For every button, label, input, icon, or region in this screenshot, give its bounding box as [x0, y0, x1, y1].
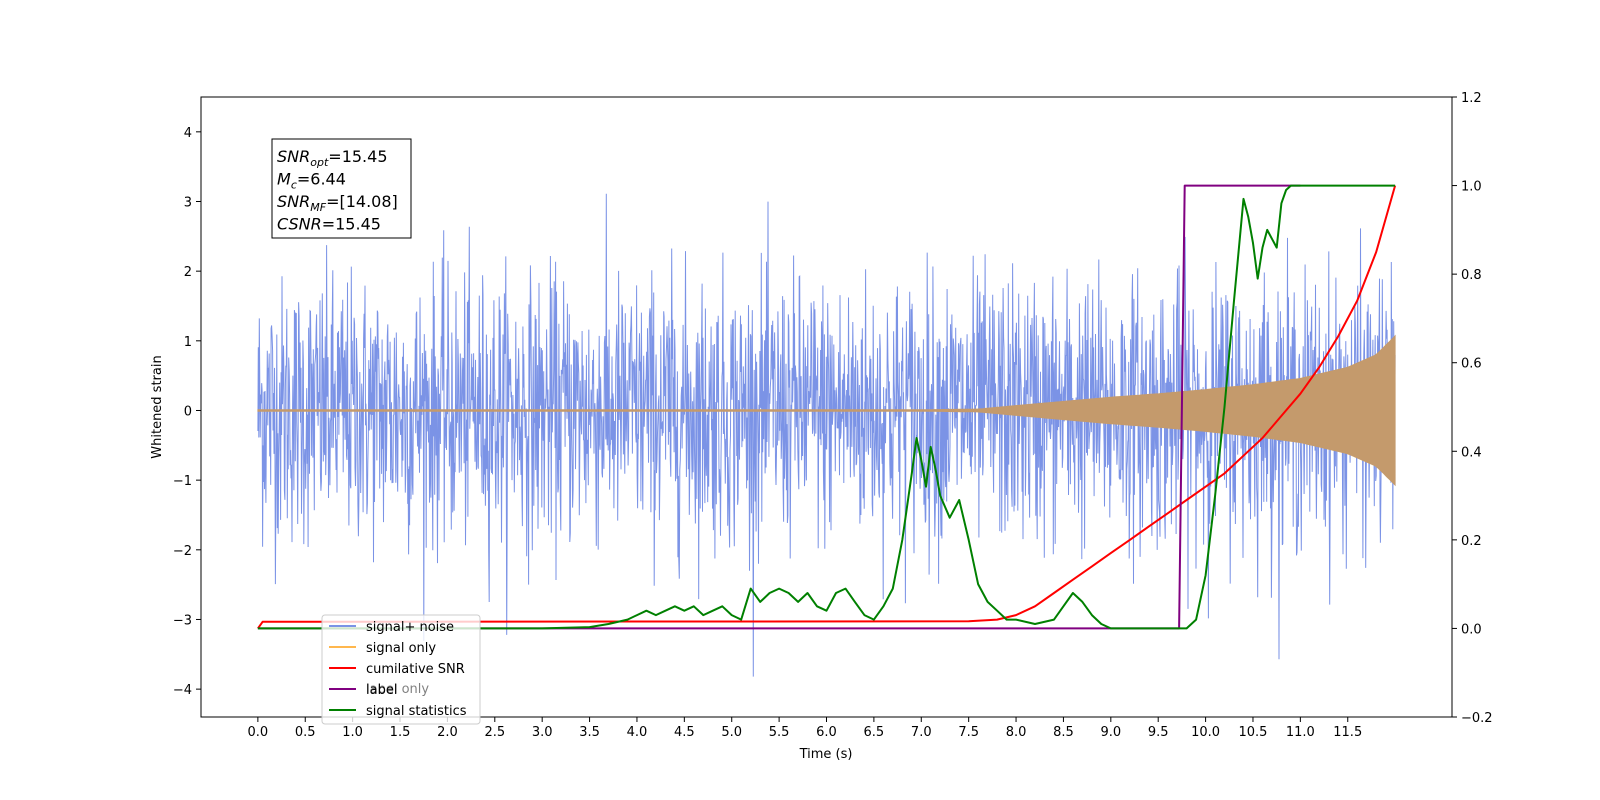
x-tick-label: 3.5 — [579, 725, 600, 740]
series-layer — [257, 184, 1397, 677]
info-box-line: SNRopt=15.45 — [277, 147, 388, 169]
y-left-tick-label: −2 — [173, 544, 192, 559]
x-tick-label: 4.0 — [627, 725, 648, 740]
x-tick-label: 0.5 — [295, 725, 316, 740]
x-tick-label: 10.5 — [1239, 725, 1268, 740]
x-tick-label: 4.5 — [674, 725, 695, 740]
y-right-tick-label: 0.0 — [1461, 622, 1482, 637]
x-tick-label: 5.0 — [721, 725, 742, 740]
x-tick-label: 11.5 — [1333, 725, 1362, 740]
x-tick-label: 5.5 — [769, 725, 790, 740]
y-left-tick-label: −1 — [173, 474, 192, 489]
y-left-tick-label: −4 — [173, 683, 192, 698]
info-box-frame — [271, 138, 412, 239]
x-tick-label: 6.5 — [864, 725, 885, 740]
x-tick-label: 1.5 — [390, 725, 411, 740]
series-line-signal-statistics — [257, 184, 1396, 630]
y-right-tick-label: 0.8 — [1461, 268, 1482, 283]
y-right-tick-label: −0.2 — [1461, 711, 1493, 726]
x-tick-label: 9.5 — [1148, 725, 1169, 740]
legend-frame — [321, 614, 481, 725]
y-left-tick-label: 2 — [184, 265, 192, 280]
info-box-line: CSNR=15.45 — [277, 215, 381, 234]
y-right-tick-label: 0.4 — [1461, 445, 1482, 460]
y-left-tick-label: 0 — [184, 404, 192, 419]
y-left-tick-label: 1 — [184, 335, 192, 350]
x-tick-label: 3.0 — [532, 725, 553, 740]
x-tick-label: 2.0 — [437, 725, 458, 740]
legend: label only signal+ noise signal only cumila… — [321, 614, 481, 725]
x-tick-label: 11.0 — [1286, 725, 1315, 740]
y-right-tick-label: 1.2 — [1461, 91, 1482, 106]
info-box-line: Mc=6.44 — [277, 170, 346, 192]
y-right-tick-label: 1.0 — [1461, 180, 1482, 195]
legend-label: signal+ noise — [366, 620, 454, 635]
series-area-signal-only — [257, 334, 1396, 487]
x-axis-title: Time (s) — [799, 747, 853, 762]
legend-label: signal only — [366, 641, 436, 656]
plot-area — [257, 184, 1397, 677]
legend-label: signal statistics — [366, 704, 467, 719]
x-axis: 0.0 0.5 1.0 1.5 2.0 2.5 3.0 3.5 4.0 4.5 5.0 5.5 6.0 6… — [248, 717, 1362, 740]
x-tick-label: 10.0 — [1191, 725, 1220, 740]
x-tick-label: 0.0 — [248, 725, 269, 740]
x-tick-label: 1.0 — [342, 725, 363, 740]
x-tick-label: 7.0 — [911, 725, 932, 740]
x-tick-label: 2.5 — [484, 725, 505, 740]
info-box-line: SNRMF=[14.08] — [277, 192, 398, 214]
y-left-tick-label: 3 — [184, 195, 192, 210]
legend-label: label — [366, 683, 397, 698]
y-right-tick-label: 0.2 — [1461, 534, 1482, 549]
y-left-tick-label: 4 — [184, 126, 192, 141]
x-tick-label: 7.5 — [958, 725, 979, 740]
x-tick-label: 8.0 — [1006, 725, 1027, 740]
series-line-signal-noise — [257, 193, 1396, 677]
y-axis-right: −0.2 0.0 0.2 0.4 0.6 0.8 1.0 1.2 — [1452, 91, 1493, 726]
x-tick-label: 9.0 — [1100, 725, 1121, 740]
y-axis-left: −4 −3 −2 −1 0 1 2 3 4 — [173, 126, 201, 698]
y-left-tick-label: −3 — [173, 613, 192, 628]
series-line-label — [257, 184, 1301, 630]
legend-ghost-label: label only — [366, 682, 429, 697]
x-tick-label: 8.5 — [1053, 725, 1074, 740]
y-axis-title: Whitened strain — [150, 355, 165, 458]
x-tick-label: 6.0 — [816, 725, 837, 740]
legend-label: cumilative SNR — [366, 662, 465, 677]
y-right-tick-label: 0.6 — [1461, 357, 1482, 372]
series-line-cumilative-snr — [257, 185, 1397, 629]
info-box: SNRopt=15.45Mc=6.44SNRMF=[14.08]CSNR=15.… — [271, 138, 412, 239]
